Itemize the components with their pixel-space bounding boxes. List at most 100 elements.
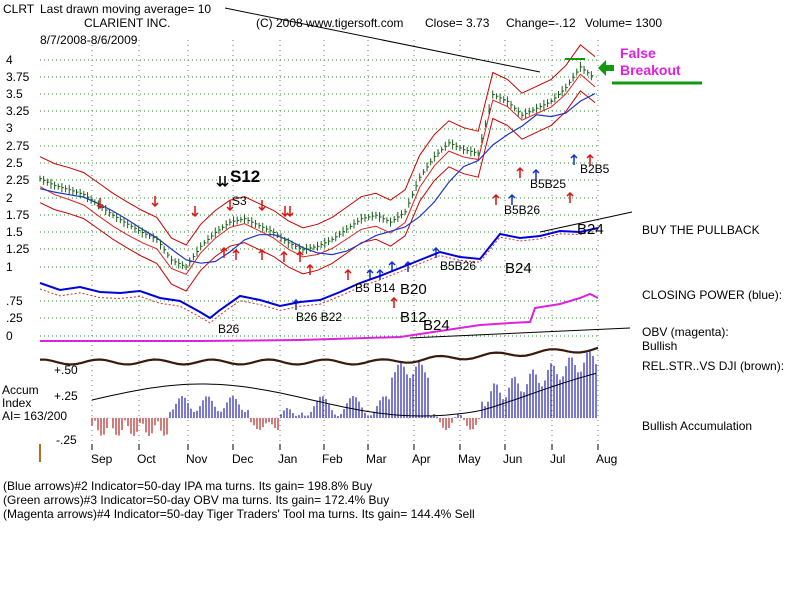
sell-buy-arrow — [191, 206, 199, 218]
y-tick: 1.75 — [6, 208, 30, 222]
x-tick: Jul — [550, 452, 566, 466]
company-name: CLARIENT INC. — [84, 16, 171, 30]
signal-arrow — [216, 176, 224, 188]
y-tick: 3.75 — [6, 70, 30, 84]
obv-note: OBV (magenta): — [642, 325, 729, 339]
y-tick: 1 — [6, 260, 13, 274]
ma-red — [39, 73, 596, 276]
lower-tick: .25 — [6, 311, 23, 325]
volume-label: Volume= 1300 — [585, 16, 663, 30]
accum-label: Index — [2, 396, 32, 410]
support-trendline — [539, 211, 633, 233]
ma-blue — [39, 93, 596, 264]
close-label: Close= 3.73 — [425, 16, 490, 30]
signal-arrow — [570, 153, 578, 165]
accum-tick: -.25 — [56, 433, 77, 447]
closing-power-line — [39, 227, 599, 320]
y-tick: 2 — [6, 191, 13, 205]
sell-buy-arrow — [296, 250, 304, 262]
upper-band — [39, 44, 596, 246]
b24-signal: B24 — [577, 221, 604, 238]
b5-b26-signal: B5B26 — [504, 203, 541, 217]
sell-buy-arrow — [220, 246, 228, 258]
signal-arrow — [366, 268, 374, 280]
x-tick: Mar — [366, 452, 387, 466]
date-range: 8/7/2008-8/6/2009 — [40, 33, 138, 47]
sell-buy-arrow — [586, 153, 594, 165]
footer-line: (Magenta arrows)#4 Indicator=50-day Tige… — [3, 507, 475, 521]
x-tick: Aug — [596, 452, 618, 466]
sell-buy-arrow — [566, 191, 574, 203]
obv-line — [40, 292, 599, 342]
false-breakout-label: Breakout — [620, 62, 681, 78]
y-tick: 3.5 — [6, 87, 23, 101]
copyright-label: (C) 2008 www.tigersoft.com — [256, 16, 404, 30]
sell-buy-arrow — [151, 196, 159, 208]
sell-buy-arrow — [516, 166, 524, 178]
obv-trendline — [409, 327, 631, 339]
b12-signal: B12 — [400, 309, 427, 326]
y-tick: 3 — [6, 121, 13, 135]
b24-signal: B24 — [423, 317, 450, 334]
signal-arrow — [508, 193, 516, 205]
trendline — [224, 7, 541, 73]
x-tick: Feb — [322, 452, 343, 466]
b5-b26-signal: B5B26 — [440, 259, 477, 273]
y-tick: 4 — [6, 53, 13, 67]
ticker-label: CLRT — [3, 2, 35, 16]
sell-buy-arrow — [280, 250, 288, 262]
x-tick: Oct — [137, 452, 156, 466]
b26-signal: B26 — [218, 322, 240, 336]
accum-tick: +.25 — [54, 389, 78, 403]
s12-arrow — [221, 176, 229, 188]
relstr-line — [39, 346, 599, 366]
s12-signal: S12 — [230, 167, 261, 186]
b2-b5-signal: B2B5 — [580, 162, 610, 176]
sell-buy-arrow — [258, 200, 266, 212]
x-tick: Jan — [278, 452, 298, 466]
sell-buy-arrow — [390, 296, 398, 308]
sell-buy-arrow — [96, 198, 104, 210]
accum-tick: +.50 — [54, 363, 78, 377]
obv-note: Bullish — [642, 339, 678, 353]
y-tick: 2.5 — [6, 156, 23, 170]
sell-buy-arrow — [306, 263, 314, 275]
b5-b25-signal: B5B25 — [530, 177, 567, 191]
ai-label: AI= 163/200 — [2, 409, 68, 423]
s3-signal: S3 — [232, 194, 247, 208]
x-tick: Nov — [186, 452, 208, 466]
sell-buy-arrow — [232, 248, 240, 260]
lower-band — [39, 90, 596, 292]
b24-signal: B24 — [505, 260, 532, 277]
x-tick: Sep — [91, 452, 113, 466]
closing-power-note: CLOSING POWER (blue): — [642, 288, 783, 302]
x-tick: Jun — [503, 452, 523, 466]
last-ma-label: Last drawn moving average= 10 — [40, 2, 212, 16]
y-tick: 3.25 — [6, 104, 30, 118]
sell-buy-arrow — [258, 248, 266, 260]
sell-buy-arrow — [286, 206, 294, 218]
relstr-note: REL.STR..VS DJI (brown): — [642, 359, 785, 373]
footer-line: (Green arrows)#3 Indicator=50-day OBV ma… — [3, 493, 390, 507]
bullish-accum-note: Bullish Accumulation — [642, 419, 753, 433]
buy-pullback-note: BUY THE PULLBACK — [642, 223, 760, 237]
sell-buy-arrow — [226, 200, 234, 212]
x-tick: May — [458, 452, 481, 466]
y-tick: 2.75 — [6, 139, 30, 153]
sell-buy-arrow — [492, 193, 500, 205]
lower-tick: .75 — [6, 294, 23, 308]
sell-buy-arrow — [344, 268, 352, 280]
accum-label: Accum — [2, 383, 39, 397]
change-label: Change=-.12 — [506, 16, 576, 30]
lower-tick: 0 — [6, 329, 13, 343]
signal-arrow — [532, 168, 540, 180]
y-tick: 1.5 — [6, 225, 23, 239]
footer-line: (Blue arrows)#2 Indicator=50-day IPA ma … — [3, 479, 373, 493]
x-tick: Dec — [232, 452, 254, 466]
false-breakout-arrow — [598, 60, 614, 76]
accum-ma — [91, 372, 597, 417]
false-breakout-label: False — [620, 45, 656, 61]
y-tick: 1.25 — [6, 242, 30, 256]
x-tick: Apr — [412, 452, 431, 466]
